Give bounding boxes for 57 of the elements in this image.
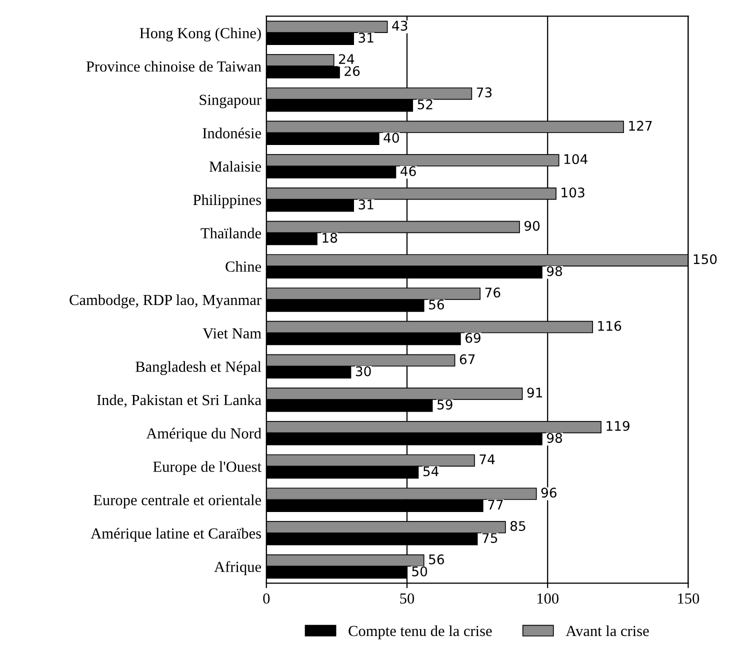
data-label: 52 [418, 99, 432, 110]
data-label: 91 [527, 388, 542, 398]
y-tick-label: Province chinoise de Taiwan [86, 60, 262, 72]
y-tick-label: Malaisie [209, 160, 262, 172]
data-label: 103 [562, 187, 584, 198]
data-label: 50 [412, 566, 428, 576]
data-label: 96 [541, 488, 556, 498]
data-label: 116 [598, 320, 622, 331]
data-label: 75 [482, 533, 498, 544]
data-label: 85 [510, 521, 526, 531]
data-label: 31 [358, 32, 374, 43]
data-label: 74 [480, 454, 495, 464]
data-label: 24 [339, 54, 354, 64]
legend-label: Compte tenu de la crise [348, 625, 492, 640]
data-label: 46 [400, 166, 416, 176]
y-tick-label: Bangladesh et Népal [136, 361, 262, 376]
data-label: 150 [694, 254, 717, 264]
y-tick-label: Philippines [193, 194, 261, 208]
data-label: 59 [437, 400, 452, 410]
data-label: 43 [392, 20, 408, 31]
x-tick-label: 50 [400, 593, 414, 604]
x-tick-label: 150 [678, 593, 700, 604]
y-tick-label: Chine [226, 261, 262, 272]
data-label: 31 [358, 199, 374, 210]
y-tick-label: Viet Nam [202, 328, 262, 339]
data-label: 119 [606, 420, 630, 431]
legend-label: Avant la crise [566, 625, 649, 636]
y-tick-label: Cambodge, RDP lao, Myanmar [70, 294, 262, 308]
y-tick-label: Europe de l'Ouest [153, 461, 262, 476]
data-label: 73 [476, 87, 492, 98]
y-tick-label: Amérique du Nord [146, 428, 262, 442]
data-label: 40 [384, 132, 399, 143]
y-tick-label: Inde, Pakistan et Sri Lanka [97, 394, 262, 408]
data-label: 54 [423, 466, 438, 476]
y-tick-label: Indonésie [202, 128, 262, 138]
data-label: 90 [524, 220, 540, 231]
data-label: 26 [344, 66, 360, 76]
data-label: 56 [429, 554, 444, 564]
y-tick-label: Singapour [200, 94, 262, 108]
y-tick-label: Thaïlande [200, 228, 262, 238]
data-label: 98 [546, 432, 562, 443]
x-tick-label: 0 [263, 593, 270, 604]
data-label: 104 [564, 154, 588, 164]
y-tick-label: Europe centrale et orientale [94, 494, 262, 508]
data-label: 77 [488, 500, 503, 510]
data-label: 30 [356, 366, 371, 376]
y-tick-label: Amérique latine et Caraïbes [90, 528, 261, 542]
data-label: 69 [466, 332, 480, 343]
data-label: 98 [546, 266, 562, 276]
data-label: 76 [485, 288, 500, 298]
x-tick-label: 100 [537, 593, 558, 604]
y-tick-label: Afrique [214, 561, 262, 576]
data-label: 127 [629, 120, 652, 131]
data-label: 18 [322, 232, 338, 243]
y-tick-label: Hong Kong (Chine) [140, 28, 261, 42]
data-label: 56 [429, 300, 444, 310]
data-label: 67 [460, 354, 475, 364]
